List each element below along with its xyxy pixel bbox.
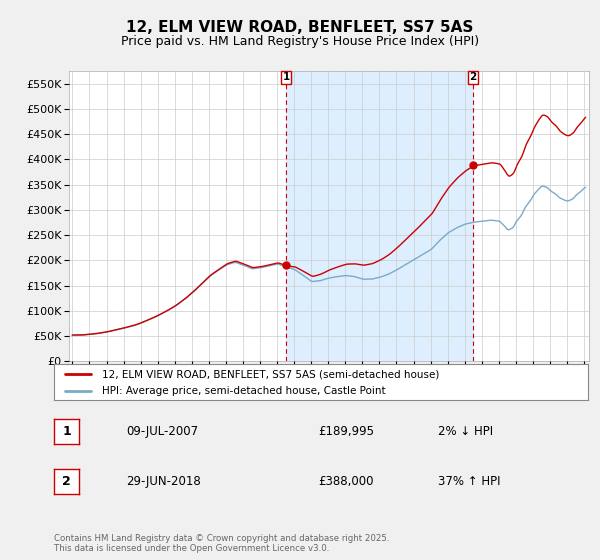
- Text: Price paid vs. HM Land Registry's House Price Index (HPI): Price paid vs. HM Land Registry's House …: [121, 35, 479, 48]
- Text: 1: 1: [283, 72, 290, 82]
- Text: £189,995: £189,995: [318, 424, 374, 438]
- Text: 2: 2: [62, 475, 71, 488]
- Text: 37% ↑ HPI: 37% ↑ HPI: [438, 475, 500, 488]
- Text: 12, ELM VIEW ROAD, BENFLEET, SS7 5AS: 12, ELM VIEW ROAD, BENFLEET, SS7 5AS: [127, 20, 473, 35]
- Text: 29-JUN-2018: 29-JUN-2018: [126, 475, 201, 488]
- Text: 2: 2: [469, 72, 476, 82]
- Text: Contains HM Land Registry data © Crown copyright and database right 2025.
This d: Contains HM Land Registry data © Crown c…: [54, 534, 389, 553]
- Text: £388,000: £388,000: [318, 475, 373, 488]
- Text: 2% ↓ HPI: 2% ↓ HPI: [438, 424, 493, 438]
- Text: 12, ELM VIEW ROAD, BENFLEET, SS7 5AS (semi-detached house): 12, ELM VIEW ROAD, BENFLEET, SS7 5AS (se…: [102, 369, 439, 379]
- Text: HPI: Average price, semi-detached house, Castle Point: HPI: Average price, semi-detached house,…: [102, 386, 386, 396]
- Bar: [286, 71, 473, 361]
- Text: 1: 1: [62, 424, 71, 438]
- Text: 09-JUL-2007: 09-JUL-2007: [126, 424, 198, 438]
